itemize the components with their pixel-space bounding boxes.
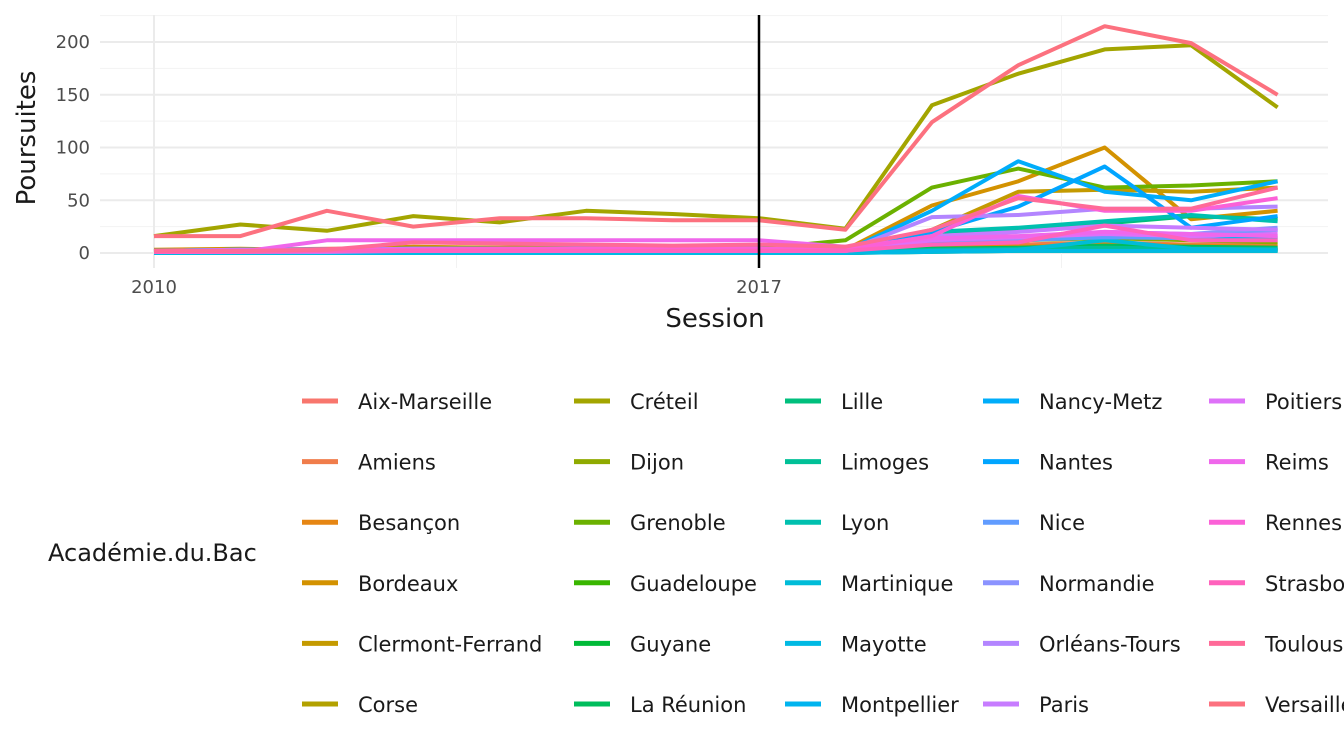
- legend-item: Nantes: [983, 451, 1113, 475]
- legend-label: Besançon: [358, 511, 460, 535]
- legend-item: Guyane: [574, 632, 711, 656]
- legend-label: Strasbourg: [1265, 572, 1344, 596]
- legend-label: Normandie: [1039, 572, 1155, 596]
- legend-label: Créteil: [630, 390, 699, 414]
- series-line: [154, 185, 1279, 253]
- legend-label: Montpellier: [841, 693, 959, 717]
- series-line: [154, 24, 1279, 239]
- legend-item: Reims: [1209, 451, 1329, 475]
- legend-item: Normandie: [983, 572, 1155, 596]
- legend-item: Créteil: [574, 390, 699, 414]
- legend-label: Guadeloupe: [630, 572, 757, 596]
- legend-item: Bordeaux: [302, 572, 458, 596]
- legend-label: Reims: [1265, 451, 1329, 475]
- legend-label: Nantes: [1039, 451, 1113, 475]
- legend-item: La Réunion: [574, 693, 746, 717]
- legend-item: Paris: [983, 693, 1089, 717]
- y-tick-label: 100: [56, 138, 90, 159]
- legend-item: Nice: [983, 511, 1085, 535]
- legend-label: Paris: [1039, 693, 1089, 717]
- legend: Académie.du.Bac Aix-Marseille Amiens Besan…: [48, 390, 1344, 717]
- series-line: [153, 43, 1279, 239]
- legend-item: Versailles: [1209, 693, 1344, 717]
- legend-label: Amiens: [358, 451, 436, 475]
- legend-label: Versailles: [1265, 693, 1344, 717]
- series-line: [154, 229, 1278, 254]
- x-tick-label: 2010: [131, 277, 177, 298]
- legend-item: Mayotte: [785, 632, 927, 656]
- y-axis-title: Poursuites: [12, 71, 42, 206]
- legend-item: Clermont-Ferrand: [302, 632, 542, 656]
- legend-label: Clermont-Ferrand: [358, 632, 542, 656]
- legend-label: Limoges: [841, 451, 929, 475]
- legend-item: Orléans-Tours: [983, 632, 1181, 656]
- legend-label: Grenoble: [630, 511, 726, 535]
- legend-label: Bordeaux: [358, 572, 458, 596]
- legend-label: Martinique: [841, 572, 953, 596]
- legend-title: Académie.du.Bac: [48, 539, 257, 567]
- legend-label: Aix-Marseille: [358, 390, 492, 414]
- legend-label: Mayotte: [841, 632, 927, 656]
- legend-label: Dijon: [630, 451, 684, 475]
- legend-label: La Réunion: [630, 693, 746, 717]
- legend-label: Lille: [841, 390, 883, 414]
- legend-item: Dijon: [574, 451, 684, 475]
- legend-item: Amiens: [302, 451, 436, 475]
- legend-item: Besançon: [302, 511, 460, 535]
- legend-item: Lille: [785, 390, 883, 414]
- legend-item: Martinique: [785, 572, 953, 596]
- legend-item: Corse: [302, 693, 418, 717]
- legend-item: Nancy-Metz: [983, 390, 1162, 414]
- y-tick-label: 50: [67, 190, 90, 211]
- legend-item: Guadeloupe: [574, 572, 757, 596]
- legend-item: Limoges: [785, 451, 929, 475]
- legend-label: Rennes: [1265, 511, 1342, 535]
- y-tick-label: 0: [79, 243, 90, 264]
- legend-label: Guyane: [630, 632, 711, 656]
- plot-panel: [100, 15, 1328, 268]
- legend-item: Lyon: [785, 511, 889, 535]
- x-axis-title: Session: [665, 304, 764, 334]
- legend-label: Corse: [358, 693, 418, 717]
- legend-item: Poitiers: [1209, 390, 1342, 414]
- y-tick-label: 200: [56, 32, 90, 53]
- legend-label: Orléans-Tours: [1039, 632, 1181, 656]
- legend-item: Montpellier: [785, 693, 959, 717]
- legend-item: Aix-Marseille: [302, 390, 492, 414]
- series-line: [154, 223, 1278, 254]
- x-tick-label: 2017: [736, 277, 782, 298]
- legend-label: Poitiers: [1265, 390, 1342, 414]
- legend-label: Nice: [1039, 511, 1085, 535]
- axes: Session Poursuites 0 50 100 150 200 2010 2017: [12, 32, 782, 334]
- legend-item: Rennes: [1209, 511, 1342, 535]
- legend-item: Grenoble: [574, 511, 726, 535]
- legend-label: Lyon: [841, 511, 889, 535]
- y-tick-label: 150: [56, 85, 90, 106]
- legend-item: Toulouse: [1209, 632, 1344, 656]
- legend-item: Strasbourg: [1209, 572, 1344, 596]
- legend-label: Nancy-Metz: [1039, 390, 1162, 414]
- legend-label: Toulouse: [1264, 632, 1344, 656]
